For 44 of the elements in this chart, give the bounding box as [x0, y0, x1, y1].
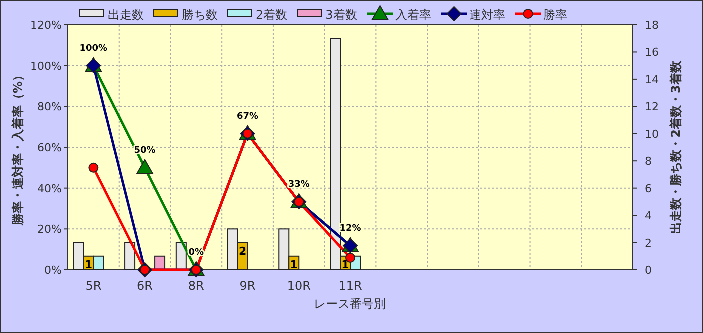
y2-tick-label: 12 [645, 100, 659, 114]
y2-tick-label: 18 [645, 19, 659, 32]
y-axis-title: 勝率・連対率・入着率（%） [11, 69, 25, 227]
y2-tick-label: 6 [645, 182, 652, 196]
legend-label: 出走数 [108, 8, 144, 22]
y2-tick-label: 16 [645, 46, 659, 60]
legend-label: 3着数 [326, 8, 358, 22]
y2-tick-label: 8 [645, 155, 652, 168]
y-tick-label: 60% [38, 142, 62, 154]
legend-label: 連対率 [469, 8, 506, 22]
data-label: 1 [342, 258, 350, 272]
x-axis-title: レース番号別 [314, 297, 386, 311]
legend-label: 勝率 [543, 8, 568, 22]
point [136, 159, 154, 174]
y2-tick-label: 10 [645, 128, 659, 141]
y2-axis-title: 出走数・勝ち数・2着数・3着数 [669, 60, 683, 234]
x-tick-label: 5R [86, 279, 102, 293]
y-tick-label: 100% [30, 60, 62, 73]
x-tick-label: 9R [240, 279, 256, 293]
y2-tick-label: 14 [645, 73, 659, 86]
data-label: 67% [237, 112, 259, 122]
bar [124, 242, 136, 270]
legend-label: 勝ち数 [182, 8, 218, 22]
y2-tick-label: 2 [645, 236, 652, 250]
legend-label: 2着数 [256, 8, 288, 22]
y-tick-label: 120% [30, 19, 62, 32]
y-tick-label: 0% [44, 264, 62, 277]
data-label: 1 [84, 258, 93, 272]
point [88, 162, 99, 173]
y-tick-label: 20% [38, 223, 62, 236]
y2-tick-label: 0 [645, 264, 652, 277]
y-tick-label: 40% [38, 182, 62, 196]
data-label: 1 [290, 258, 298, 272]
x-tick-label: 8R [188, 279, 204, 293]
x-tick-label: 6R [137, 279, 154, 293]
y2-tick-label: 4 [645, 210, 652, 223]
x-tick-label: 10R [287, 279, 311, 293]
data-label: 100% [80, 44, 108, 54]
data-label: 33% [288, 180, 310, 190]
data-label: 2 [238, 244, 247, 258]
y-tick-label: 80% [38, 100, 62, 114]
bar [154, 256, 166, 270]
legend-label: 入着率 [395, 8, 432, 22]
x-tick-label: 11R [338, 279, 362, 293]
